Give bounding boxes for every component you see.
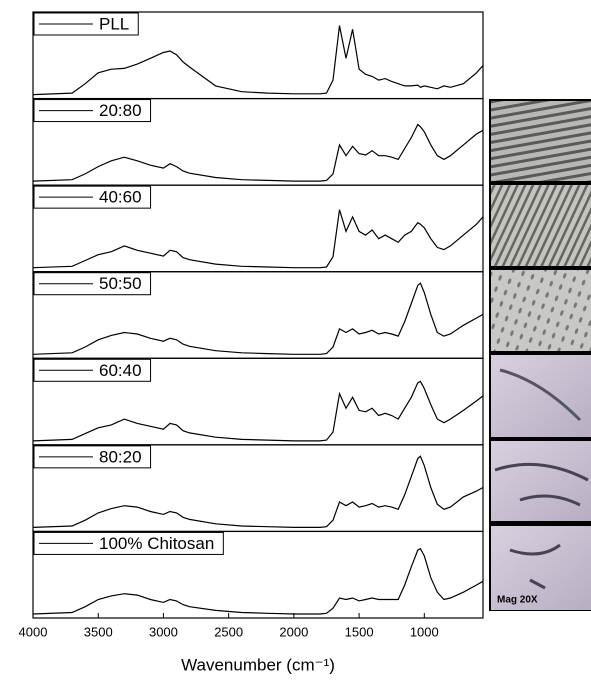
spectrum-line bbox=[32, 380, 484, 442]
micrographs: Mag 20X bbox=[489, 99, 591, 611]
x-tick-label: 4000 bbox=[19, 624, 48, 639]
x-tick-label: 2000 bbox=[279, 624, 308, 639]
spectrum-line bbox=[32, 547, 484, 615]
spectrum-line bbox=[32, 455, 484, 528]
legend-label: 20:80 bbox=[99, 101, 142, 120]
panel-frame bbox=[32, 530, 484, 619]
spectrum-line bbox=[32, 123, 484, 182]
legend-label: 100% Chitosan bbox=[99, 534, 214, 553]
micrograph-feature bbox=[494, 462, 589, 507]
legend-label: 80:20 bbox=[99, 447, 142, 466]
x-tick-label: 3500 bbox=[84, 624, 113, 639]
micrograph bbox=[491, 526, 591, 610]
micrograph-feature bbox=[499, 368, 582, 422]
legend-box bbox=[33, 531, 224, 555]
legend-label: PLL bbox=[99, 14, 129, 33]
x-tick-label: 2500 bbox=[214, 624, 243, 639]
legend-label: 50:50 bbox=[99, 274, 142, 293]
x-tick-label: 1000 bbox=[410, 624, 439, 639]
x-tick-label: 1500 bbox=[345, 624, 374, 639]
spectrum-line bbox=[32, 209, 484, 269]
micrograph bbox=[491, 185, 591, 266]
x-axis-label: Wavenumber (cm⁻¹) bbox=[181, 655, 335, 674]
micrograph-feature bbox=[509, 543, 561, 590]
x-tick-label: 3000 bbox=[149, 624, 178, 639]
legend-label: 40:60 bbox=[99, 188, 142, 207]
annotation: Mag 20X bbox=[497, 595, 538, 606]
legend-label: 60:40 bbox=[99, 361, 142, 380]
micrograph bbox=[491, 355, 591, 437]
spectrum-line bbox=[32, 25, 484, 96]
micrograph bbox=[491, 270, 591, 351]
micrograph bbox=[491, 101, 591, 181]
spectrum-line bbox=[32, 282, 484, 355]
micrograph bbox=[491, 441, 591, 521]
